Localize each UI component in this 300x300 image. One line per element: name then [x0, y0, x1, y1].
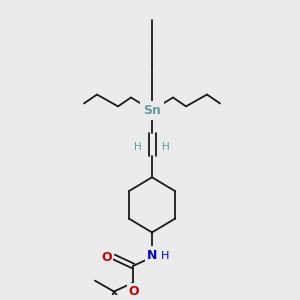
Text: H: H: [161, 251, 169, 261]
Text: O: O: [129, 285, 139, 298]
Text: O: O: [101, 250, 112, 264]
Text: N: N: [147, 249, 157, 262]
Text: Sn: Sn: [143, 104, 161, 117]
Text: H: H: [162, 142, 170, 152]
Text: H: H: [134, 142, 142, 152]
